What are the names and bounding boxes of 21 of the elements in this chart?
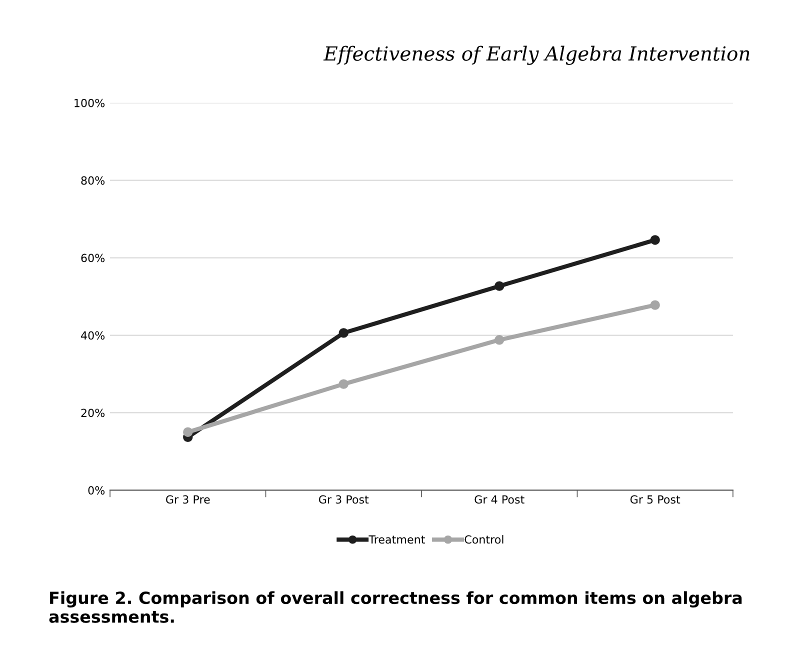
y-tick-label: 80% (81, 176, 105, 185)
point (494, 335, 504, 345)
y-tick-label: 0% (88, 486, 105, 495)
point (650, 235, 660, 245)
x-tick-label: Gr 3 Post (318, 495, 369, 504)
point (183, 427, 193, 437)
legend-label: Treatment (368, 535, 425, 544)
y-tick-label: 100% (74, 98, 105, 108)
caption: Figure 2. Comparison of overall correctness for common items on algebra assessments. (49, 591, 742, 623)
y-tick-label: 60% (81, 254, 105, 262)
legend-label: Control (464, 535, 504, 544)
y-tick-label: 40% (81, 331, 105, 340)
x-tick-label: Gr 3 Pre (166, 495, 210, 504)
chart-title: Effectiveness of Early Algebra Intervention (323, 46, 750, 65)
y-tick-label: 20% (81, 408, 105, 418)
x-tick-label: Gr 5 Post (630, 495, 680, 504)
x-tick-label: Gr 4 Post (474, 495, 524, 504)
point (650, 300, 660, 310)
point (338, 379, 348, 389)
point (494, 281, 504, 291)
point (338, 328, 348, 338)
